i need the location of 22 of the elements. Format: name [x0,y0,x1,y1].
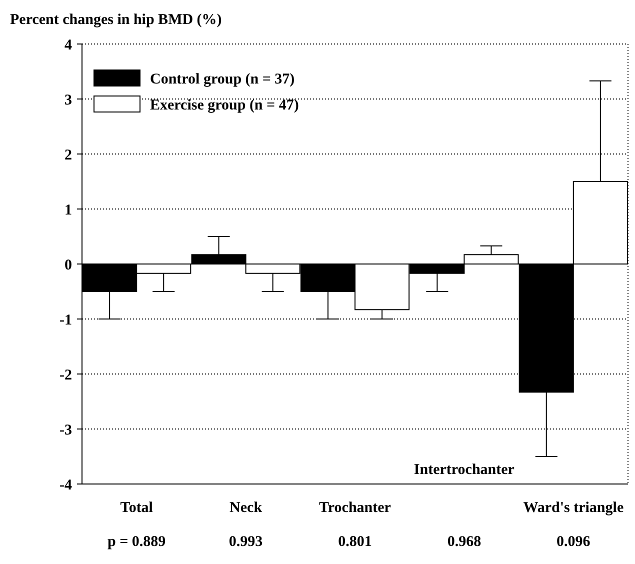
legend-label: Control group (n = 37) [150,71,295,88]
y-tick-label: 2 [64,147,72,164]
y-tick-label: 4 [64,37,72,54]
y-tick-label: -4 [60,477,72,494]
legend-label: Exercise group (n = 47) [150,97,299,114]
x-tick-label: Trochanter [319,500,392,516]
y-tick-label: -1 [60,312,72,328]
y-tick-label: 3 [64,92,72,108]
text: 0.968 [447,534,482,550]
y-tick-label: -2 [60,367,72,384]
text: 0.801 [338,534,372,550]
x-tick-label: Total [120,500,153,516]
y-tick-label: 0 [64,257,72,274]
y-tick-label: -3 [60,422,72,438]
x-tick-label: Intertrochanter [414,462,515,478]
text: 0.993 [228,534,263,550]
chart-title: Percent changes in hip BMD (%) [10,12,222,28]
x-tick-label: Neck [230,500,263,516]
y-tick-label: 1 [64,202,72,218]
text: 0.096 [556,534,591,550]
text: p = 0.889 [108,534,166,550]
x-tick-label: Ward's triangle [523,500,624,516]
